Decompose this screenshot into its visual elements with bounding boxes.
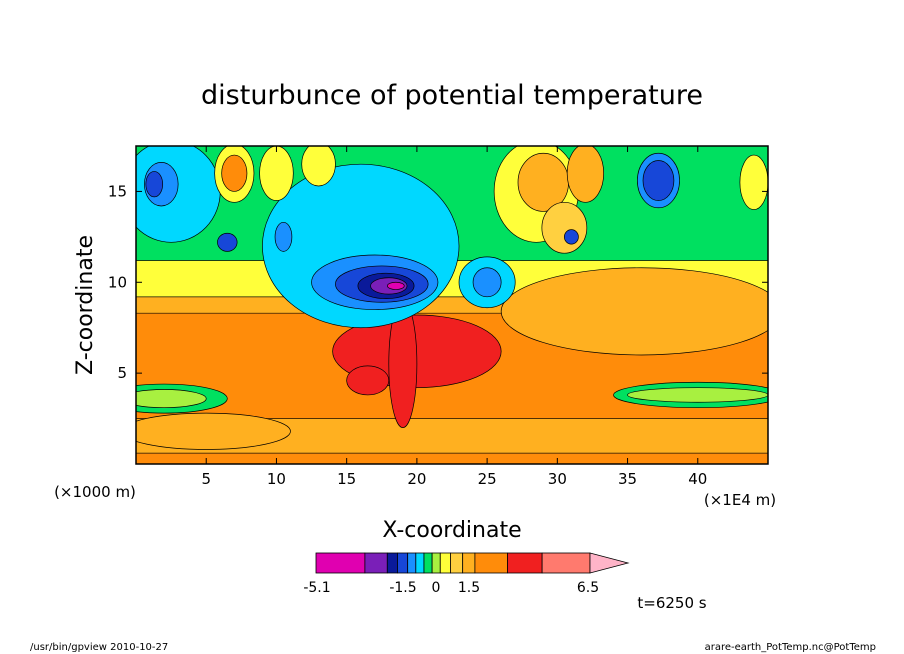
sky-cell-1 [274, 221, 293, 252]
lime-shelf-right [627, 387, 768, 403]
x-tick-label: 10 [267, 470, 286, 488]
colorbar-tick-label: 0 [432, 580, 441, 596]
colorbar-tick-label: -5.1 [303, 580, 330, 596]
blue-cell-1 [217, 232, 238, 252]
colorbar-swatch [407, 552, 417, 574]
x-tick-label: 35 [618, 470, 637, 488]
band-bottom [136, 452, 768, 464]
colorbar-swatch [439, 552, 451, 574]
yellow-cell-2 [259, 146, 294, 201]
x-unit-right-label: (×1E4 m) [704, 491, 776, 509]
footer-left: /usr/bin/gpview 2010-10-27 [30, 642, 168, 653]
colorbar-swatch [507, 552, 543, 574]
colorbar [315, 552, 630, 574]
magenta-center [387, 281, 405, 290]
y-axis-label: Z-coordinate [73, 235, 98, 375]
colorbar-swatch [415, 552, 425, 574]
colorbar-tick-label: 6.5 [577, 580, 599, 596]
plot-frame [135, 145, 769, 465]
colorbar-extend-arrow [589, 552, 630, 574]
time-label: t=6250 s [637, 594, 706, 612]
x-tick-label: 40 [688, 470, 707, 488]
y-tick-label: 15 [108, 182, 127, 200]
x-unit-label: (×1000 m) [54, 483, 136, 501]
yellow-cell-3 [301, 146, 336, 187]
y-tick-label: 10 [108, 273, 127, 291]
x-tick-label: 30 [548, 470, 567, 488]
orange-shelf-left [136, 412, 291, 450]
colorbar-tick-label: 1.5 [458, 580, 480, 596]
y-axis-ticks: 5 10 15 [108, 182, 768, 382]
colorbar-swatch [450, 552, 464, 574]
y-tick-label: 5 [117, 364, 127, 382]
orange-right-2 [566, 146, 605, 203]
colorbar-tick-labels: -5.1 -1.5 0 1.5 6.5 [303, 580, 599, 596]
x-axis-ticks: 5 10 15 20 25 30 35 40 [201, 146, 707, 488]
blue-left [145, 171, 164, 198]
x-tick-label: 15 [337, 470, 356, 488]
colorbar-tick-label: -1.5 [389, 580, 416, 596]
orange-tongue [500, 267, 768, 356]
colorbar-swatch [397, 552, 409, 574]
colorbar-swatch [462, 552, 476, 574]
blue-right-1 [564, 229, 579, 245]
colorbar-swatch [315, 552, 366, 574]
chart-title: disturbunce of potential temperature [201, 80, 703, 111]
yellow-edge [739, 154, 768, 210]
orange-cell-1 [221, 154, 248, 192]
footer-right: arare-earth_PotTemp.nc@PotTemp [705, 642, 876, 653]
sky-right-1 [472, 267, 502, 298]
x-axis-label: X-coordinate [382, 518, 521, 543]
lime-shelf-left [136, 389, 207, 409]
colorbar-swatch [541, 552, 591, 574]
colorbar-swatch [431, 552, 441, 574]
blue-right-blob [642, 160, 675, 201]
plot-field [136, 146, 768, 464]
colorbar-swatch [386, 552, 398, 574]
red-spot [346, 365, 390, 396]
x-tick-label: 25 [478, 470, 497, 488]
colorbar-swatch [474, 552, 508, 574]
x-tick-label: 5 [201, 470, 211, 488]
x-tick-label: 20 [407, 470, 426, 488]
lightorange-right-1 [541, 201, 588, 254]
colorbar-swatch [423, 552, 433, 574]
colorbar-swatch [364, 552, 388, 574]
